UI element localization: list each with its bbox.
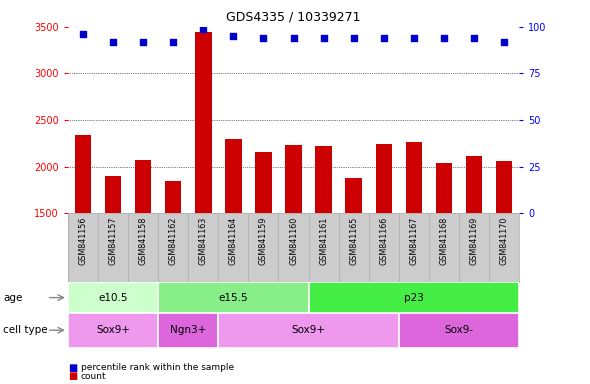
Bar — [225, 139, 242, 213]
Bar — [399, 313, 519, 348]
Bar — [466, 156, 483, 213]
Point — [379, 35, 388, 41]
Point — [319, 35, 328, 41]
Text: GSM841159: GSM841159 — [259, 217, 268, 265]
Point — [169, 39, 178, 45]
Text: p23: p23 — [404, 293, 424, 303]
Point — [289, 35, 298, 41]
Text: Sox9-: Sox9- — [444, 325, 474, 335]
Text: GSM841170: GSM841170 — [500, 217, 509, 265]
Point — [109, 39, 118, 45]
Text: GSM841168: GSM841168 — [440, 217, 448, 265]
Point — [198, 26, 208, 32]
Text: GSM841165: GSM841165 — [349, 217, 358, 265]
Bar — [496, 161, 513, 213]
Text: cell type: cell type — [3, 325, 48, 335]
Bar — [68, 282, 158, 313]
Bar — [74, 135, 91, 213]
Text: GSM841166: GSM841166 — [379, 217, 388, 265]
Text: age: age — [3, 293, 22, 303]
Point — [409, 35, 419, 41]
Text: e15.5: e15.5 — [218, 293, 248, 303]
Text: GSM841158: GSM841158 — [139, 217, 148, 265]
Text: GSM841156: GSM841156 — [78, 217, 87, 265]
Text: percentile rank within the sample: percentile rank within the sample — [81, 363, 234, 372]
Text: GSM841161: GSM841161 — [319, 217, 328, 265]
Bar — [218, 313, 399, 348]
Text: count: count — [81, 372, 106, 381]
Bar — [315, 146, 332, 213]
Text: e10.5: e10.5 — [98, 293, 128, 303]
Bar — [158, 282, 309, 313]
Text: Sox9+: Sox9+ — [96, 325, 130, 335]
Bar — [309, 282, 519, 313]
Bar — [68, 313, 158, 348]
Bar — [104, 176, 122, 213]
Text: GSM841169: GSM841169 — [470, 217, 478, 265]
Point — [470, 35, 479, 41]
Bar — [345, 178, 362, 213]
Point — [439, 35, 449, 41]
Text: Sox9+: Sox9+ — [291, 325, 326, 335]
Text: GSM841167: GSM841167 — [409, 217, 418, 265]
Text: GSM841160: GSM841160 — [289, 217, 298, 265]
Point — [349, 35, 359, 41]
Point — [499, 39, 509, 45]
Bar — [285, 145, 302, 213]
Text: GSM841164: GSM841164 — [229, 217, 238, 265]
Text: GSM841163: GSM841163 — [199, 217, 208, 265]
Text: ■: ■ — [68, 363, 77, 373]
Bar — [375, 144, 392, 213]
Bar — [405, 142, 422, 213]
Point — [228, 33, 238, 39]
Text: GDS4335 / 10339271: GDS4335 / 10339271 — [227, 10, 360, 23]
Point — [138, 39, 148, 45]
Point — [78, 31, 88, 37]
Bar — [255, 152, 272, 213]
Text: Ngn3+: Ngn3+ — [170, 325, 206, 335]
Text: GSM841162: GSM841162 — [169, 217, 178, 265]
Bar — [135, 160, 152, 213]
Bar — [165, 182, 182, 213]
Point — [258, 35, 268, 41]
Bar — [435, 163, 453, 213]
Bar — [158, 313, 218, 348]
Bar — [195, 33, 212, 213]
Text: GSM841157: GSM841157 — [109, 217, 117, 265]
Text: ■: ■ — [68, 371, 77, 381]
